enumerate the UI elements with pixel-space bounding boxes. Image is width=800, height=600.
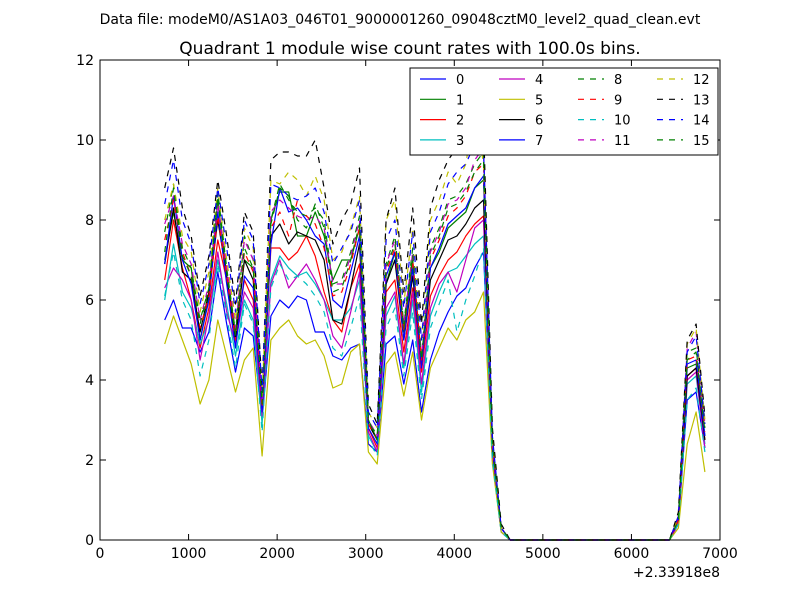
legend-label-5: 5	[535, 93, 543, 108]
x-offset-label: +2.33918e8	[633, 565, 720, 581]
legend-label-7: 7	[535, 134, 543, 149]
legend-label-2: 2	[456, 114, 464, 129]
legend-label-10: 10	[614, 114, 631, 129]
y-tick-label: 2	[85, 453, 94, 469]
x-tick-label: 0	[96, 546, 105, 562]
legend-label-11: 11	[614, 134, 631, 149]
chart-title: Quadrant 1 module wise count rates with …	[179, 39, 640, 59]
x-tick-label: 2000	[259, 546, 295, 562]
y-tick-label: 6	[85, 293, 94, 309]
legend-label-9: 9	[614, 93, 622, 108]
legend-label-15: 15	[693, 134, 710, 149]
legend-label-12: 12	[693, 73, 710, 88]
y-tick-label: 4	[85, 373, 94, 389]
x-tick-label: 3000	[348, 546, 384, 562]
x-tick-label: 6000	[614, 546, 650, 562]
x-tick-label: 7000	[702, 546, 738, 562]
x-axis: 0 1000 2000 3000 4000 5000 6000 7000	[96, 60, 738, 562]
legend-label-0: 0	[456, 73, 464, 88]
x-tick-label: 4000	[436, 546, 472, 562]
legend-label-8: 8	[614, 73, 622, 88]
legend-label-1: 1	[456, 93, 464, 108]
y-tick-label: 10	[76, 133, 94, 149]
legend-label-3: 3	[456, 134, 464, 149]
y-tick-label: 12	[76, 53, 94, 69]
x-tick-label: 5000	[525, 546, 561, 562]
legend-label-13: 13	[693, 93, 710, 108]
y-tick-label: 8	[85, 213, 94, 229]
legend-label-4: 4	[535, 73, 543, 88]
x-tick-label: 1000	[171, 546, 207, 562]
legend-label-6: 6	[535, 114, 543, 129]
y-tick-label: 0	[85, 533, 94, 549]
legend-box	[409, 67, 719, 156]
figure-suptitle: Data file: modeM0/AS1A03_046T01_90000012…	[100, 12, 701, 28]
legend-label-14: 14	[693, 114, 710, 129]
series-line-15	[164, 159, 706, 541]
